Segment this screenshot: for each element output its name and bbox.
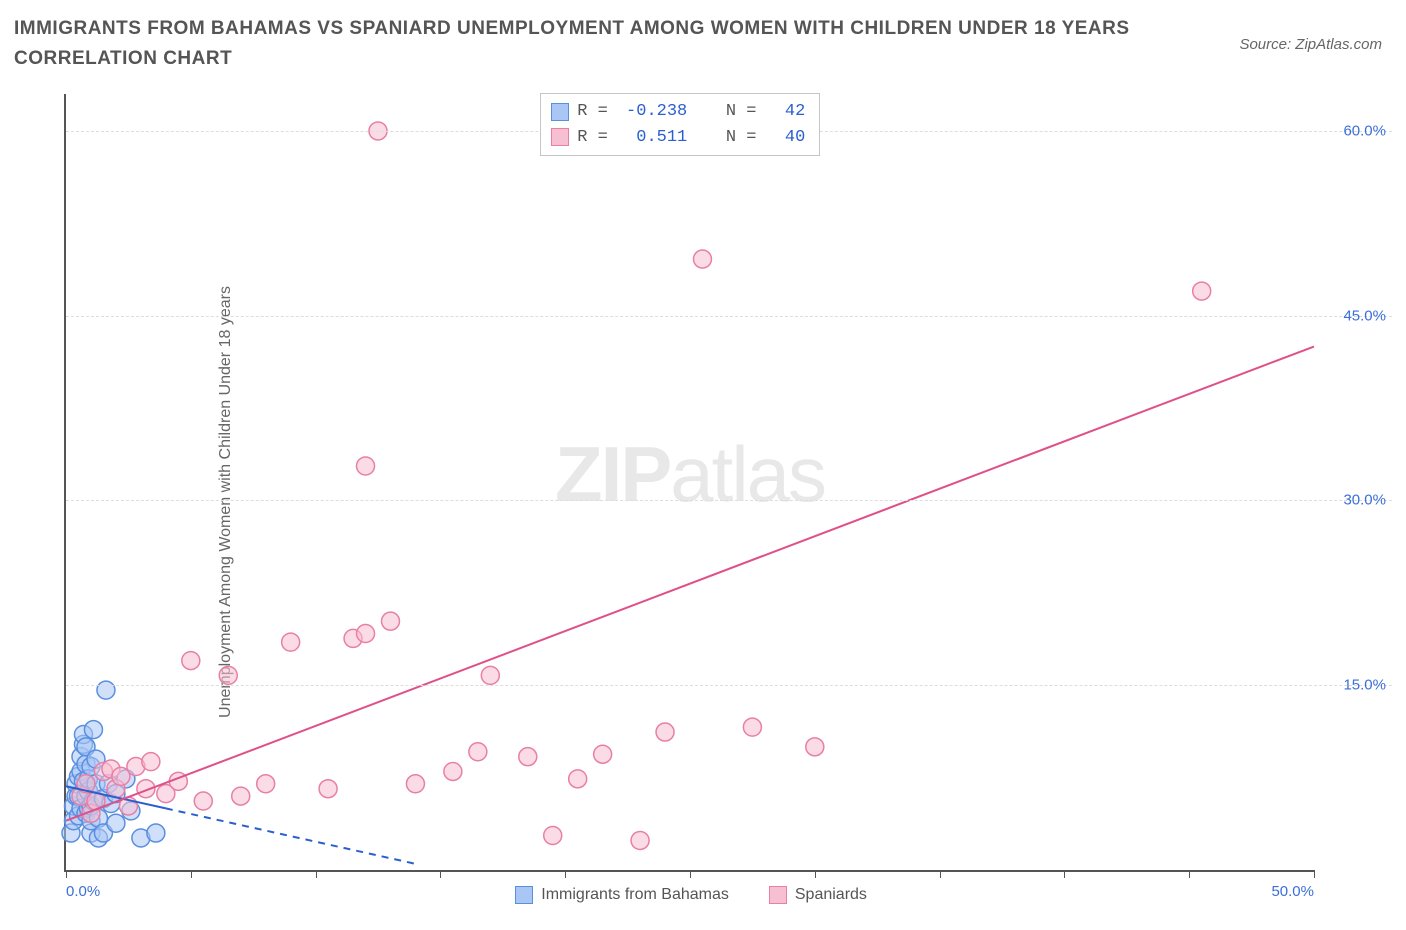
y-tick-label: 60.0% <box>1343 122 1386 139</box>
swatch-series-0 <box>551 103 569 121</box>
scatter-point <box>194 792 212 810</box>
scatter-point <box>656 723 674 741</box>
chart-container: Unemployment Among Women with Children U… <box>14 88 1392 916</box>
plot-area: ZIPatlas R = -0.238 N = 42 R = 0.511 N =… <box>64 94 1314 872</box>
swatch-series-1 <box>551 128 569 146</box>
scatter-point <box>107 814 125 832</box>
stat-n-label-1: N = <box>695 125 766 151</box>
x-tick-label: 0.0% <box>66 883 100 900</box>
grid-line <box>66 685 1392 686</box>
scatter-point <box>469 743 487 761</box>
y-tick-label: 15.0% <box>1343 677 1386 694</box>
chart-title: IMMIGRANTS FROM BAHAMAS VS SPANIARD UNEM… <box>14 14 1206 75</box>
y-tick-label: 45.0% <box>1343 307 1386 324</box>
stats-legend-box: R = -0.238 N = 42 R = 0.511 N = 40 <box>540 93 820 156</box>
scatter-point <box>357 625 375 643</box>
scatter-point <box>257 775 275 793</box>
scatter-point <box>544 827 562 845</box>
x-tick <box>565 870 566 878</box>
scatter-point <box>569 770 587 788</box>
source-attribution: Source: ZipAtlas.com <box>1239 36 1382 53</box>
grid-line <box>66 500 1392 501</box>
x-tick <box>690 870 691 878</box>
scatter-point <box>594 745 612 763</box>
scatter-point <box>519 748 537 766</box>
x-tick <box>1189 870 1190 878</box>
x-tick <box>815 870 816 878</box>
stat-r-label-1: R = <box>577 125 618 151</box>
legend-item-0: Immigrants from Bahamas <box>515 886 729 904</box>
legend-label-1: Spaniards <box>795 886 867 904</box>
scatter-point <box>232 787 250 805</box>
stats-row-series-1: R = 0.511 N = 40 <box>551 125 805 151</box>
legend-label-0: Immigrants from Bahamas <box>541 886 729 904</box>
scatter-point <box>806 738 824 756</box>
x-tick <box>1314 870 1315 878</box>
scatter-point <box>282 633 300 651</box>
trend-line-dashed <box>166 808 416 863</box>
stat-n-value-0: 42 <box>775 99 806 125</box>
scatter-point <box>147 824 165 842</box>
scatter-point <box>97 681 115 699</box>
legend-item-1: Spaniards <box>769 886 867 904</box>
stats-row-series-0: R = -0.238 N = 42 <box>551 99 805 125</box>
scatter-point <box>743 718 761 736</box>
stat-n-label-0: N = <box>695 99 766 125</box>
x-tick <box>1064 870 1065 878</box>
trend-line <box>66 347 1314 821</box>
scatter-point <box>357 457 375 475</box>
scatter-point <box>84 721 102 739</box>
x-tick-label: 50.0% <box>1271 883 1314 900</box>
scatter-point <box>631 831 649 849</box>
legend-swatch-0 <box>515 886 533 904</box>
x-tick <box>191 870 192 878</box>
x-tick <box>316 870 317 878</box>
x-tick <box>440 870 441 878</box>
scatter-point <box>693 250 711 268</box>
stat-r-value-0: -0.238 <box>626 99 687 125</box>
scatter-point <box>319 780 337 798</box>
x-tick <box>66 870 67 878</box>
scatter-point <box>182 652 200 670</box>
x-tick <box>940 870 941 878</box>
scatter-point <box>444 762 462 780</box>
scatter-point <box>142 753 160 771</box>
stat-r-value-1: 0.511 <box>626 125 687 151</box>
stat-n-value-1: 40 <box>775 125 806 151</box>
scatter-point <box>406 775 424 793</box>
legend-swatch-1 <box>769 886 787 904</box>
y-tick-label: 30.0% <box>1343 492 1386 509</box>
scatter-point <box>481 666 499 684</box>
stat-r-label-0: R = <box>577 99 618 125</box>
grid-line <box>66 316 1392 317</box>
scatter-point <box>1193 282 1211 300</box>
scatter-svg <box>66 94 1314 870</box>
scatter-point <box>219 666 237 684</box>
scatter-point <box>381 612 399 630</box>
bottom-legend: Immigrants from Bahamas Spaniards <box>515 886 867 904</box>
